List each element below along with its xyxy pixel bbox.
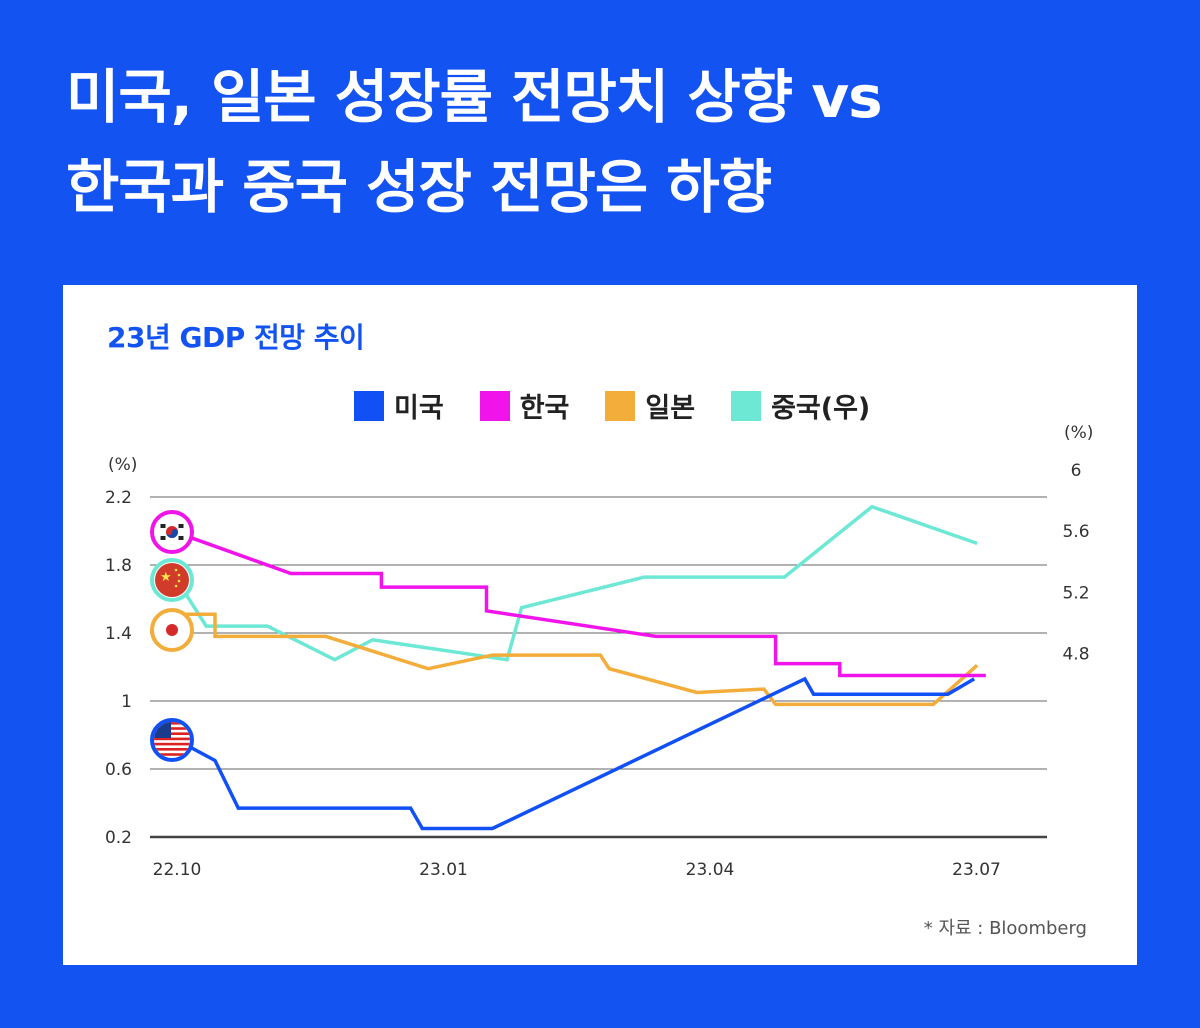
legend-swatch bbox=[731, 390, 762, 421]
y-tick-left: 0.6 bbox=[105, 760, 132, 780]
legend-label: 미국 bbox=[394, 393, 444, 424]
legend-swatch bbox=[479, 390, 510, 421]
x-tick: 23.07 bbox=[952, 860, 1001, 880]
legend: 미국 한국 일본 중국(우) bbox=[354, 386, 870, 425]
source-note: * 자료 : Bloomberg bbox=[923, 918, 1087, 939]
legend-item-japan: 일본 bbox=[605, 386, 695, 425]
series-line-korea bbox=[176, 531, 986, 678]
y-tick-right: 5.2 bbox=[1062, 583, 1089, 603]
legend-label: 한국 bbox=[519, 393, 570, 424]
y-tick-left: 2.2 bbox=[105, 488, 132, 508]
y-tick-left: 1.4 bbox=[105, 624, 132, 644]
y-tick-left: 1 bbox=[121, 692, 132, 712]
korea-flag-icon bbox=[150, 510, 194, 554]
chart-title: 23년 GDP 전망 추이 bbox=[107, 321, 365, 354]
right-axis-unit: (%) bbox=[1064, 423, 1093, 443]
japan-flag-icon bbox=[150, 608, 194, 652]
legend-swatch bbox=[354, 390, 384, 421]
x-tick: 22.10 bbox=[153, 860, 202, 880]
y-tick-left: 1.8 bbox=[105, 556, 132, 576]
legend-label: 중국(우) bbox=[771, 393, 871, 424]
series-line-us bbox=[176, 676, 976, 831]
y-tick-right: 4.8 bbox=[1062, 645, 1089, 665]
china-flag-icon: ★ bbox=[150, 558, 194, 602]
us-flag-icon bbox=[150, 718, 194, 762]
y-tick-left: 0.2 bbox=[105, 828, 132, 848]
svg-text:★: ★ bbox=[160, 570, 172, 585]
page-title: 미국, 일본 성장률 전망치 상향 vs 한국과 중국 성장 전망은 하향 bbox=[66, 52, 883, 232]
title-line-2: 한국과 중국 성장 전망은 하향 bbox=[66, 153, 772, 221]
legend-label: 일본 bbox=[645, 393, 696, 424]
series-line-japan bbox=[177, 612, 979, 707]
x-tick: 23.01 bbox=[419, 860, 468, 880]
legend-item-china: 중국(우) bbox=[731, 386, 870, 425]
series-line-china bbox=[175, 504, 978, 662]
y-tick-right: 5.6 bbox=[1062, 522, 1089, 542]
title-line-1: 미국, 일본 성장률 전망치 상향 vs bbox=[66, 63, 883, 131]
legend-item-korea: 한국 bbox=[479, 386, 570, 425]
y-tick-right: 6 bbox=[1071, 461, 1082, 481]
legend-item-us: 미국 bbox=[354, 386, 444, 425]
left-axis-unit: (%) bbox=[108, 455, 137, 475]
legend-swatch bbox=[605, 390, 636, 421]
x-tick: 23.04 bbox=[686, 860, 735, 880]
